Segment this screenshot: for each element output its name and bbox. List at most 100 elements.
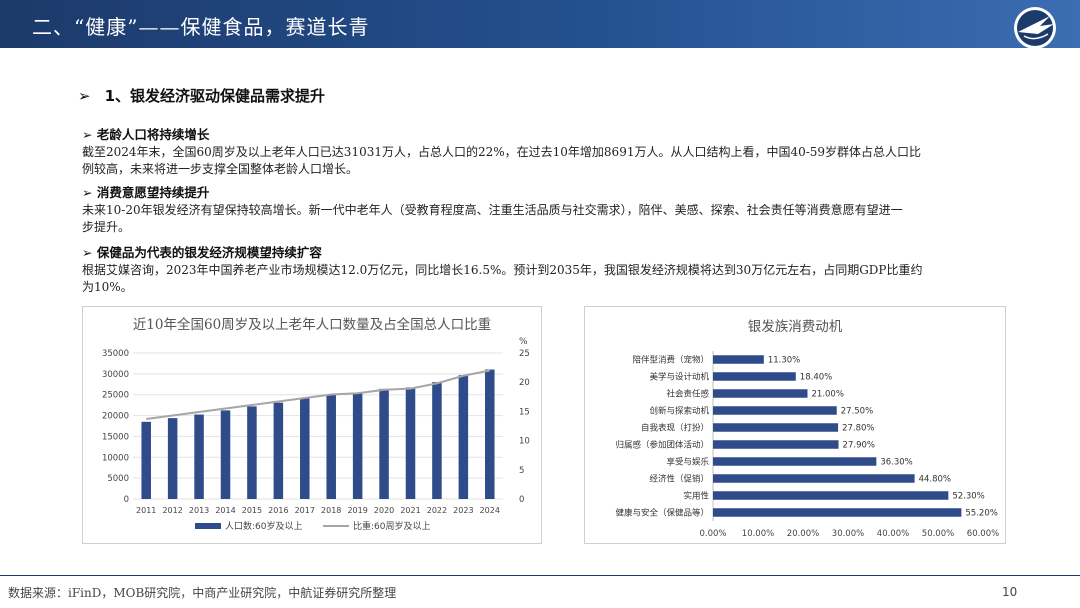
x-tick-label: 2011 bbox=[136, 506, 156, 515]
bar bbox=[713, 440, 839, 449]
body-line: 为10%。 bbox=[82, 280, 133, 294]
bar bbox=[713, 508, 962, 517]
point-heading-3: ➢ 保健品为代表的银发经济规模望持续扩容 bbox=[82, 242, 322, 261]
x-tick-label: 2023 bbox=[453, 506, 473, 515]
population-chart-panel: 近10年全国60周岁及以上老年人口数量及占全国总人口比重 0 5000 10000 1… bbox=[82, 306, 542, 544]
x-tick-label: 2022 bbox=[427, 506, 447, 515]
x-tick-label: 2017 bbox=[295, 506, 315, 515]
page-title: 二、“健康”——保健食品，赛道长青 bbox=[32, 15, 370, 39]
point-body-1: 截至2024年末，全国60周岁及以上老年人口已达31031万人，占总人口的22%… bbox=[82, 144, 1012, 178]
category-label: 实用性 bbox=[683, 491, 709, 502]
arrow-bullet-icon: ➢ bbox=[82, 127, 93, 142]
x-tick-label: 2015 bbox=[242, 506, 262, 515]
category-label: 创新与探索动机 bbox=[649, 406, 709, 417]
data-label: 36.30% bbox=[880, 458, 912, 468]
bar bbox=[485, 369, 495, 499]
data-label: 27.90% bbox=[843, 441, 875, 451]
x-tick-label: 2021 bbox=[400, 506, 420, 515]
bar bbox=[352, 393, 363, 499]
data-label: 11.30% bbox=[768, 356, 800, 366]
bar bbox=[713, 355, 764, 364]
category-label: 社会责任感 bbox=[666, 389, 709, 400]
legend-label: 人口数:60岁及以上 bbox=[225, 520, 303, 532]
bar bbox=[713, 474, 915, 483]
y-left-tick-label: 15000 bbox=[102, 432, 129, 442]
point-heading-1: ➢ 老龄人口将持续增长 bbox=[82, 124, 209, 143]
bar bbox=[194, 414, 204, 499]
population-chart: 0 5000 10000 15000 20000 25000 30000 35000% 0 5 10… bbox=[102, 337, 530, 532]
x-tick-label: 2024 bbox=[480, 506, 500, 515]
x-tick-label: 20.00% bbox=[787, 529, 819, 539]
body-line: 截至2024年末，全国60周岁及以上老年人口已达31031万人，占总人口的22%… bbox=[82, 145, 922, 159]
point-body-3: 根据艾媒咨询，2023年中国养老产业市场规模达12.0万亿元，同比增长16.5%… bbox=[82, 262, 1012, 296]
data-label: 52.30% bbox=[952, 492, 984, 502]
chart-title: 近10年全国60周岁及以上老年人口数量及占全国总人口比重 bbox=[132, 317, 492, 333]
data-label: 27.50% bbox=[841, 407, 873, 417]
arrow-bullet-icon: ➢ bbox=[82, 185, 93, 200]
bar bbox=[458, 375, 469, 499]
category-label: 健康与安全（保健品等） bbox=[615, 508, 709, 519]
ratio-line bbox=[146, 369, 490, 420]
x-tick-label: 2018 bbox=[321, 506, 341, 515]
category-label: 陪伴型消费（宠物） bbox=[632, 355, 709, 366]
section-title-text: 1、银发经济驱动保健品需求提升 bbox=[104, 87, 326, 105]
point-heading-text: 老龄人口将持续增长 bbox=[96, 127, 210, 142]
bar bbox=[379, 388, 389, 499]
bar bbox=[220, 410, 231, 499]
bar bbox=[713, 423, 839, 432]
point-heading-text: 消费意愿望持续提升 bbox=[96, 185, 210, 200]
y-right-tick-label: 25 bbox=[519, 349, 530, 359]
y-left-tick-label: 0 bbox=[124, 495, 129, 505]
x-tick-label: 50.00% bbox=[922, 529, 954, 539]
bar bbox=[713, 372, 796, 381]
point-heading-text: 保健品为代表的银发经济规模望持续扩容 bbox=[96, 245, 322, 260]
bar bbox=[713, 457, 877, 466]
bar bbox=[713, 406, 837, 415]
footer-divider bbox=[0, 575, 1080, 576]
chart-title: 银发族消费动机 bbox=[747, 319, 843, 335]
section-title: ➢ 1、银发经济驱动保健品需求提升 bbox=[78, 85, 325, 106]
data-label: 18.40% bbox=[800, 373, 832, 383]
data-label: 55.20% bbox=[965, 509, 997, 519]
point-heading-2: ➢ 消费意愿望持续提升 bbox=[82, 182, 209, 201]
bar bbox=[713, 389, 808, 398]
x-tick-label: 30.00% bbox=[832, 529, 864, 539]
data-label: 21.00% bbox=[812, 390, 844, 400]
x-tick-label: 2019 bbox=[347, 506, 367, 515]
x-tick-label: 2013 bbox=[189, 506, 209, 515]
bar bbox=[713, 491, 949, 500]
x-tick-label: 60.00% bbox=[967, 529, 999, 539]
body-line: 根据艾媒咨询，2023年中国养老产业市场规模达12.0万亿元，同比增长16.5%… bbox=[82, 263, 923, 277]
company-logo bbox=[1014, 7, 1056, 49]
x-tick-label: 2014 bbox=[215, 506, 235, 515]
bar bbox=[300, 398, 310, 499]
arrow-bullet-icon: ➢ bbox=[82, 245, 93, 260]
y-right-tick-label: 5 bbox=[519, 466, 524, 476]
body-line: 未来10-20年银发经济有望保持较高增长。新一代中老年人（受教育程度高、注重生活… bbox=[82, 203, 903, 217]
y-left-tick-label: 25000 bbox=[102, 391, 129, 401]
bar bbox=[273, 402, 284, 499]
bar bbox=[405, 387, 416, 499]
legend-swatch-bars bbox=[195, 523, 221, 529]
y-left-tick-label: 30000 bbox=[102, 370, 129, 380]
x-tick-label: 0.00% bbox=[699, 529, 726, 539]
x-tick-label: 2016 bbox=[268, 506, 288, 515]
consumption-motive-chart: 陪伴型消费（宠物） 11.30% 美学与设计动机 18.40% 社会责任感 21.00% 创… bbox=[615, 351, 999, 539]
data-label: 27.80% bbox=[842, 424, 874, 434]
body-line: 步提升。 bbox=[82, 220, 131, 234]
category-label: 归属感（参加团体活动） bbox=[615, 440, 709, 451]
bar bbox=[141, 421, 151, 499]
y-left-tick-label: 10000 bbox=[102, 453, 129, 463]
body-line: 例较高，未来将进一步支撑全国整体老龄人口增长。 bbox=[82, 162, 359, 176]
bar bbox=[167, 418, 178, 499]
page-number: 10 bbox=[1002, 585, 1018, 599]
category-label: 自我表现（打扮） bbox=[641, 423, 709, 434]
y-left-tick-label: 20000 bbox=[102, 412, 129, 422]
y-right-tick-label: 10 bbox=[519, 437, 530, 447]
x-tick-label: 2012 bbox=[162, 506, 182, 515]
bar bbox=[432, 382, 442, 499]
y-right-tick-label: 15 bbox=[519, 407, 530, 417]
x-tick-label: 40.00% bbox=[877, 529, 909, 539]
y-right-unit-label: % bbox=[519, 337, 528, 347]
category-label: 享受与娱乐 bbox=[666, 457, 709, 468]
